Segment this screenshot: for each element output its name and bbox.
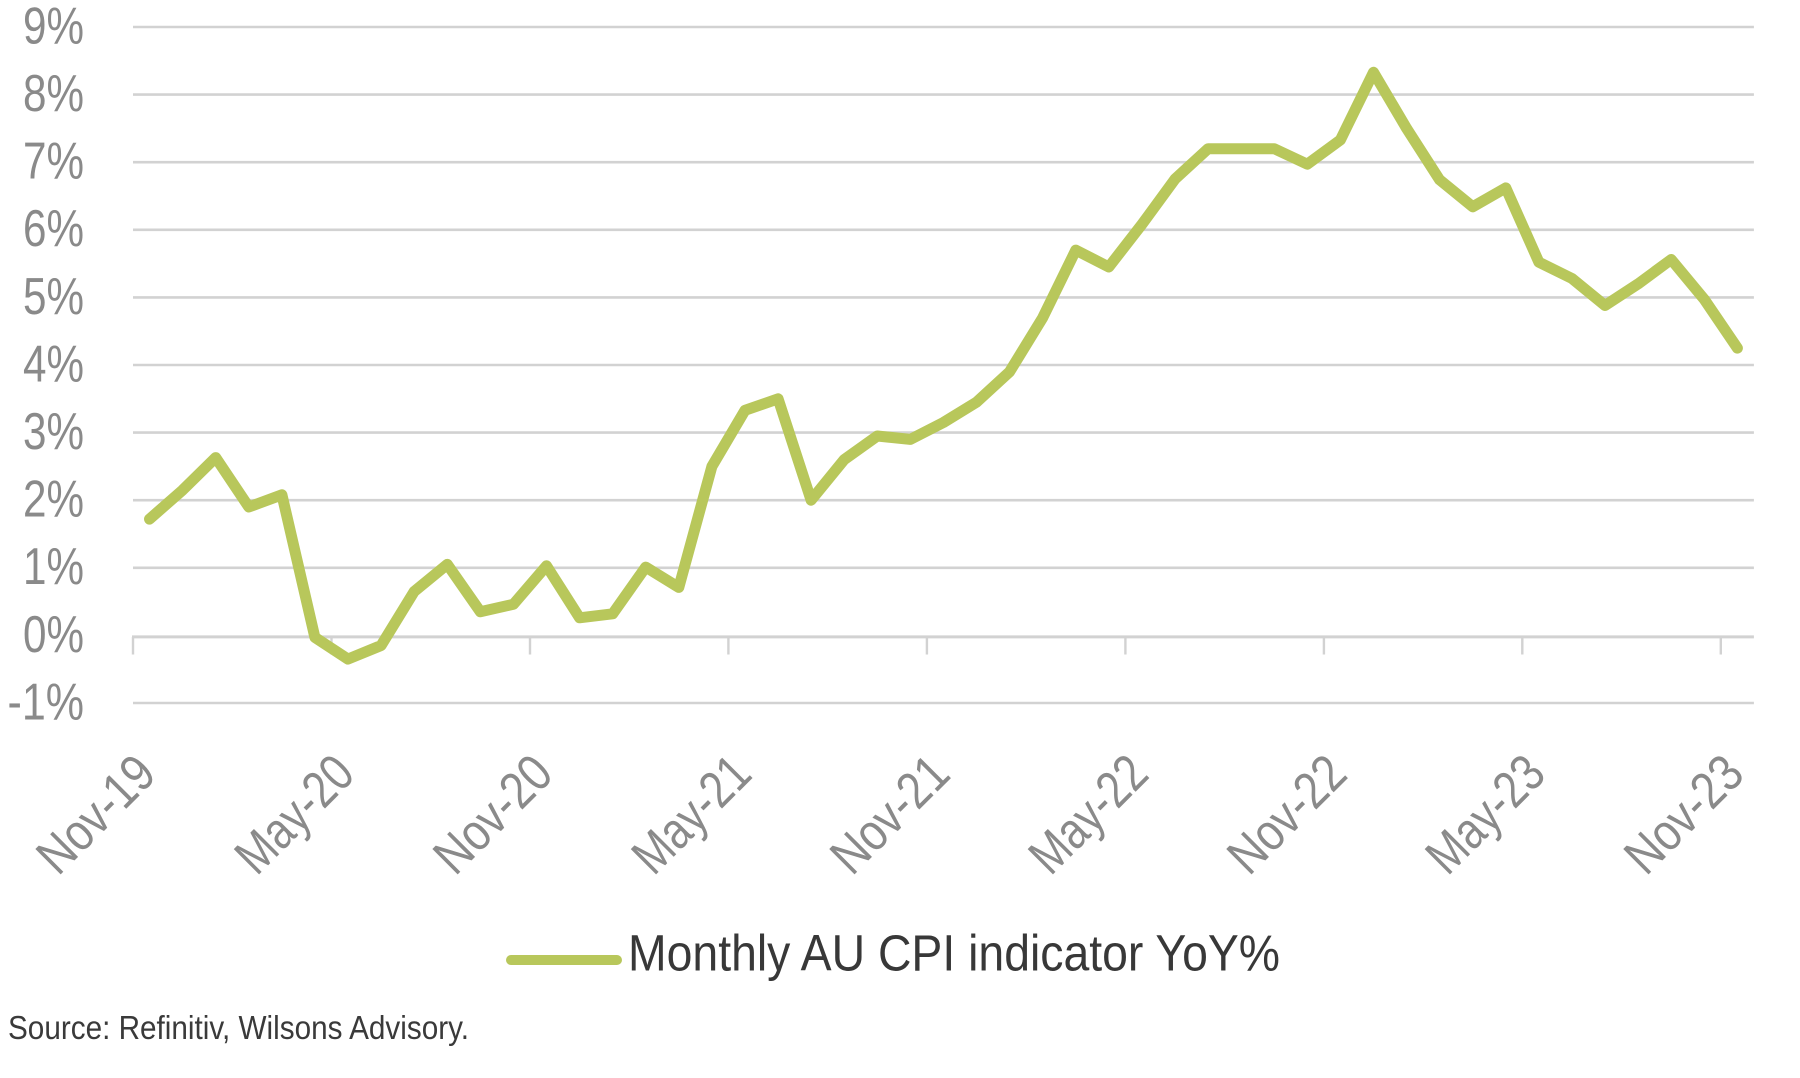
svg-text:9%: 9% — [23, 0, 84, 55]
svg-text:2%: 2% — [23, 471, 84, 529]
svg-text:Source: Refinitiv, Wilsons Adv: Source: Refinitiv, Wilsons Advisory. — [8, 1009, 469, 1046]
svg-text:0%: 0% — [23, 606, 84, 664]
svg-text:1%: 1% — [23, 538, 84, 596]
svg-text:5%: 5% — [23, 268, 84, 326]
svg-text:-1%: -1% — [8, 673, 85, 731]
svg-text:7%: 7% — [23, 133, 84, 191]
svg-text:Monthly AU CPI indicator YoY%: Monthly AU CPI indicator YoY% — [628, 925, 1280, 982]
svg-text:4%: 4% — [23, 335, 84, 393]
svg-text:3%: 3% — [23, 403, 84, 461]
svg-text:6%: 6% — [23, 200, 84, 258]
svg-text:8%: 8% — [23, 65, 84, 123]
